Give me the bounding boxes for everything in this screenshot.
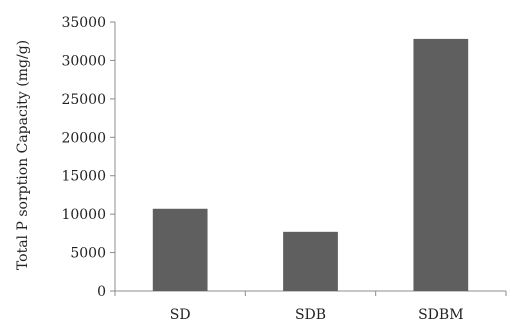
y-tick-label: 0 [97,284,106,300]
y-tick-label: 15000 [61,169,106,185]
y-tick-label: 25000 [61,92,106,108]
y-tick-label: 10000 [61,207,106,223]
y-tick-label: 5000 [70,246,106,262]
y-tick-label: 35000 [61,15,106,31]
y-axis-ticks: 0 5000 10000 15000 20000 25000 30000 35000 [61,15,115,300]
y-tick-label: 20000 [61,130,106,146]
bars [152,38,469,292]
bar-sdbm [413,38,469,292]
y-axis-title-group: Total P sorption Capacity (mg/g) [15,40,31,270]
bar-sdb [283,231,338,291]
bar-sd [152,208,208,291]
y-tick-label: 30000 [61,53,106,69]
x-tick-label: SDB [295,307,326,322]
x-tick-label: SD [170,307,191,322]
y-axis-title: Total P sorption Capacity (mg/g) [15,40,31,270]
x-axis-ticks: SD SDB SDBM [114,291,507,323]
x-tick-label: SDBM [418,307,463,322]
